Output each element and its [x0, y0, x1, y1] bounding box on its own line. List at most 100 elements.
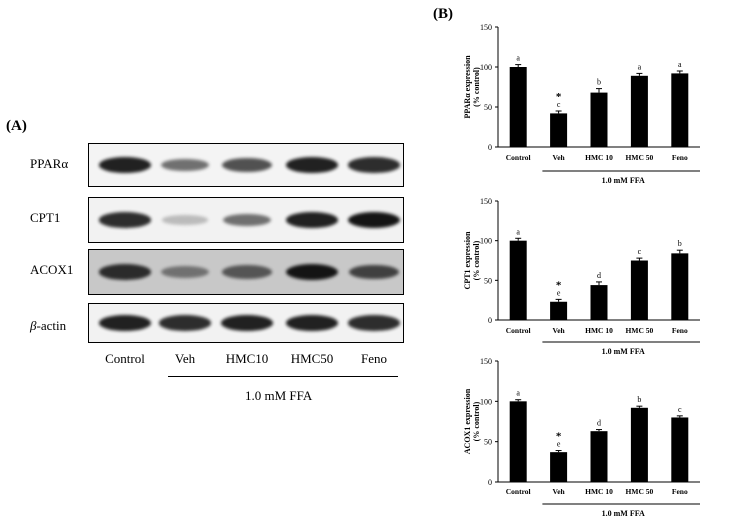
cpt1-letter-1: e — [557, 288, 561, 297]
cpt1-ylabel-line2: (% control) — [472, 240, 481, 280]
pparalpha-bar-4 — [671, 73, 689, 147]
cpt1-category-1: Veh — [552, 326, 565, 335]
band-ppar-4 — [348, 157, 400, 173]
band-acox1-1 — [160, 265, 210, 279]
ffa-bracket-a — [168, 376, 398, 377]
pparalpha-ytick-label-50: 50 — [484, 103, 492, 112]
cpt1-bar-0 — [509, 240, 527, 320]
blot-label-beta-actin: β-actin — [30, 318, 66, 334]
cpt1-star-1: * — [556, 279, 562, 291]
cpt1-ylabel-line1: CPT1 expression — [463, 231, 472, 289]
cpt1-category-0: Control — [506, 326, 531, 335]
lane-hmc10: HMC10 — [225, 351, 269, 366]
pparalpha-ytick-label-150: 150 — [480, 23, 492, 32]
band-acox1-3 — [286, 264, 338, 280]
acox1-bar-2 — [590, 431, 608, 482]
pparalpha-category-3: HMC 50 — [626, 153, 654, 162]
band-acox1-4 — [348, 264, 400, 280]
acox1-letter-4: c — [678, 405, 682, 414]
pparalpha-ylabel-line1: PPARα expression — [463, 55, 472, 119]
band-ppar-2 — [222, 158, 272, 172]
ffa-label-a: 1.0 mM FFA — [245, 388, 313, 403]
cpt1-ytick-label-150: 150 — [480, 197, 492, 206]
acox1-star-1: * — [556, 431, 562, 443]
pparalpha-star-1: * — [556, 91, 562, 103]
panel-a-label: (A) — [6, 118, 27, 134]
cpt1-category-3: HMC 50 — [626, 326, 654, 335]
pparalpha-bar-0 — [509, 67, 527, 147]
acox1-ylabel-line2: (% control) — [472, 401, 481, 441]
pparalpha-bar-1 — [550, 113, 568, 147]
pparalpha-ytick-label-0: 0 — [488, 143, 492, 152]
pparalpha-bar-2 — [590, 92, 608, 147]
cpt1-category-2: HMC 10 — [585, 326, 613, 335]
cpt1-ytick-label-100: 100 — [480, 237, 492, 246]
acox1-category-4: Feno — [672, 487, 688, 496]
band-betaactin-0 — [99, 315, 151, 331]
acox1-ytick-label-0: 0 — [488, 478, 492, 487]
pparalpha-letter-2: b — [597, 78, 601, 87]
cpt1-bar-1 — [550, 301, 568, 320]
cpt1-ytick-label-0: 0 — [488, 316, 492, 325]
acox1-bar-0 — [509, 401, 527, 482]
band-ppar-1 — [160, 158, 210, 172]
acox1-category-1: Veh — [552, 487, 565, 496]
band-betaactin-4 — [348, 315, 400, 331]
cpt1-bar-2 — [590, 285, 608, 320]
blot-label-pparalpha: PPARα — [30, 156, 69, 171]
band-acox1-0 — [99, 264, 151, 280]
acox1-category-2: HMC 10 — [585, 487, 613, 496]
lane-feno: Feno — [361, 351, 387, 366]
pparalpha-category-4: Feno — [672, 153, 688, 162]
cpt1-ffa-label: 1.0 mM FFA — [602, 347, 645, 356]
pparalpha-letter-1: c — [557, 100, 561, 109]
acox1-letter-2: d — [597, 419, 601, 428]
band-cpt1-3 — [286, 212, 338, 228]
beta-actin-text: -actin — [36, 318, 67, 333]
cpt1-category-4: Feno — [672, 326, 688, 335]
band-betaactin-1 — [159, 315, 211, 331]
pparalpha-letter-3: a — [638, 62, 642, 71]
pparalpha-ffa-label: 1.0 mM FFA — [602, 176, 645, 185]
acox1-category-3: HMC 50 — [626, 487, 654, 496]
cpt1-ytick-label-50: 50 — [484, 276, 492, 285]
lane-control: Control — [105, 351, 145, 366]
pparalpha-category-2: HMC 10 — [585, 153, 613, 162]
pparalpha-category-1: Veh — [552, 153, 565, 162]
panel-b-label: (B) — [433, 6, 453, 22]
acox1-ytick-label-100: 100 — [480, 397, 492, 406]
pparalpha-letter-4: a — [678, 60, 682, 69]
blot-label-cpt1: CPT1 — [30, 210, 61, 225]
cpt1-bar-3 — [630, 260, 648, 320]
band-betaactin-3 — [286, 315, 338, 331]
band-betaactin-2 — [221, 315, 273, 331]
acox1-bar-3 — [630, 407, 648, 482]
acox1-bar-4 — [671, 417, 689, 482]
lane-veh: Veh — [174, 351, 196, 366]
cpt1-bar-4 — [671, 253, 689, 320]
acox1-letter-0: a — [516, 389, 520, 398]
acox1-ffa-label: 1.0 mM FFA — [602, 509, 645, 518]
acox1-ytick-label-50: 50 — [484, 438, 492, 447]
acox1-ytick-label-150: 150 — [480, 357, 492, 366]
cpt1-letter-4: b — [678, 239, 682, 248]
pparalpha-bar-3 — [630, 75, 648, 147]
acox1-letter-1: e — [557, 440, 561, 449]
pparalpha-category-0: Control — [506, 153, 531, 162]
acox1-ylabel-line1: ACOX1 expression — [463, 388, 472, 454]
band-cpt1-2 — [222, 213, 272, 227]
band-cpt1-1 — [162, 215, 208, 225]
band-cpt1-4 — [348, 212, 400, 228]
blot-label-acox1: ACOX1 — [30, 262, 74, 277]
band-ppar-0 — [99, 157, 151, 173]
lane-hmc50: HMC50 — [290, 351, 334, 366]
pparalpha-ytick-label-100: 100 — [480, 63, 492, 72]
band-cpt1-0 — [99, 212, 151, 228]
band-acox1-2 — [222, 265, 272, 279]
cpt1-letter-0: a — [516, 227, 520, 236]
acox1-category-0: Control — [506, 487, 531, 496]
cpt1-letter-3: c — [638, 247, 642, 256]
band-ppar-3 — [286, 157, 338, 173]
acox1-bar-1 — [550, 452, 568, 482]
